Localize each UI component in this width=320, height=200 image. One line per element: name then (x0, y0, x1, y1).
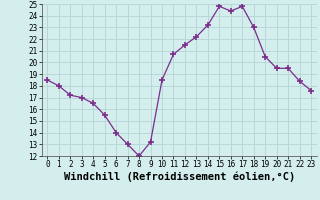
X-axis label: Windchill (Refroidissement éolien,°C): Windchill (Refroidissement éolien,°C) (64, 172, 295, 182)
